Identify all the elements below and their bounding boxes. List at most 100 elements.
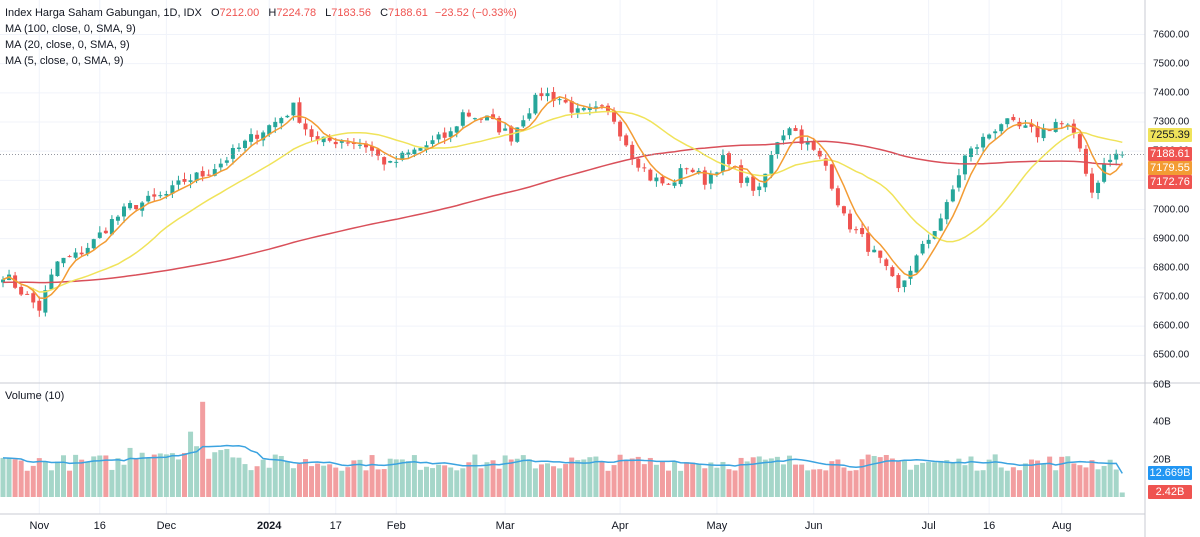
volume-bar <box>787 455 792 497</box>
volume-bar <box>1053 470 1059 497</box>
volume-bar <box>12 459 18 497</box>
volume-bar <box>1071 463 1077 497</box>
candle-body <box>261 132 266 141</box>
candle-body <box>1023 125 1028 128</box>
candle-body <box>817 150 822 157</box>
volume-bar <box>309 466 315 497</box>
volume-legend[interactable]: Volume (10) <box>5 390 65 402</box>
volume-bar <box>345 467 351 497</box>
candle-body <box>491 114 496 120</box>
volume-bar <box>841 467 847 497</box>
volume-bar <box>593 456 599 497</box>
candle-body <box>497 117 502 133</box>
candle-body <box>769 154 774 174</box>
candle-body <box>345 142 350 144</box>
candle-body <box>515 127 520 142</box>
candle-body <box>854 229 859 231</box>
time-tick-label: Jun <box>804 520 823 532</box>
volume-bar <box>442 465 448 497</box>
candle-body <box>823 158 828 166</box>
candle-body <box>206 174 211 176</box>
volume-bar <box>974 470 980 497</box>
candle-body <box>624 135 629 146</box>
candle-body <box>938 218 943 231</box>
volume-bar <box>623 459 629 497</box>
volume-bar <box>460 468 466 497</box>
candle-body <box>503 128 508 131</box>
candle-body <box>19 286 24 295</box>
candle-body <box>279 118 284 124</box>
price-tag: 7172.76 <box>1148 175 1192 190</box>
candle-body <box>333 141 338 145</box>
volume-bar <box>847 470 853 497</box>
ma100-legend[interactable]: MA (100, close, 0, SMA, 9) <box>5 23 136 35</box>
volume-bar <box>678 470 684 497</box>
time-tick-label: May <box>706 520 728 532</box>
candle-body <box>618 121 623 137</box>
volume-bar <box>956 458 962 497</box>
volume-bar <box>666 470 671 497</box>
volume-bar <box>387 458 393 497</box>
candle-body <box>835 188 840 206</box>
candle-body <box>67 256 72 258</box>
candle-body <box>1071 123 1076 133</box>
volume-bar <box>212 452 218 497</box>
candle-body <box>243 140 247 149</box>
volume-bar <box>605 470 611 497</box>
candle-body <box>79 252 84 255</box>
volume-bar <box>278 455 284 497</box>
candle-body <box>914 255 919 273</box>
price-tag: 7179.55 <box>1148 161 1192 176</box>
volume-bar <box>194 446 200 497</box>
candle-body <box>418 148 423 151</box>
candle-body <box>339 140 344 143</box>
volume-bar <box>478 468 484 497</box>
volume-bar <box>424 466 429 497</box>
candle-body <box>866 232 871 252</box>
candle-body <box>920 243 925 254</box>
time-tick-label: Mar <box>495 520 515 532</box>
ma5-legend[interactable]: MA (5, close, 0, SMA, 9) <box>5 55 124 67</box>
volume-bar <box>587 457 593 497</box>
volume-bar <box>950 462 956 497</box>
candle-body <box>364 143 368 148</box>
volume-bar <box>490 460 496 497</box>
volume-bar <box>992 454 998 497</box>
volume-bar <box>520 455 526 497</box>
candle-body <box>1 279 5 283</box>
volume-bar <box>230 457 236 497</box>
candle-body <box>757 186 762 191</box>
time-tick-label: Dec <box>156 520 177 532</box>
volume-bar <box>127 447 133 497</box>
volume-bar <box>684 462 690 497</box>
candle-body <box>122 206 126 217</box>
candle-body <box>224 160 229 163</box>
candle-body <box>890 267 895 277</box>
change-value: −23.52 (−0.33%) <box>434 7 517 19</box>
ma20-legend[interactable]: MA (20, close, 0, SMA, 9) <box>5 39 130 51</box>
time-tick-label: 16 <box>983 520 996 532</box>
candle-body <box>97 232 102 238</box>
candle-body <box>872 249 877 253</box>
volume-bar <box>726 469 732 497</box>
candle-body <box>956 175 961 188</box>
volume-bar <box>926 462 932 497</box>
candle-body <box>908 270 913 279</box>
volume-bar <box>780 464 786 497</box>
volume-bar <box>224 449 230 497</box>
volume-bar <box>575 460 581 497</box>
volume-ma-line <box>2 444 1123 474</box>
candle-body <box>636 158 641 168</box>
price-tick-label: 7600.00 <box>1153 29 1190 40</box>
candle-body <box>727 153 731 165</box>
candle-body <box>376 149 381 156</box>
candle-body <box>37 300 42 311</box>
candle-body <box>587 107 592 110</box>
volume-bar <box>768 458 774 497</box>
volume-bar <box>659 461 665 497</box>
price-tick-label: 6800.00 <box>1153 262 1190 274</box>
candle-body <box>73 252 78 258</box>
candle-body <box>702 170 707 185</box>
volume-bar <box>133 458 139 497</box>
volume-bar <box>417 469 423 497</box>
